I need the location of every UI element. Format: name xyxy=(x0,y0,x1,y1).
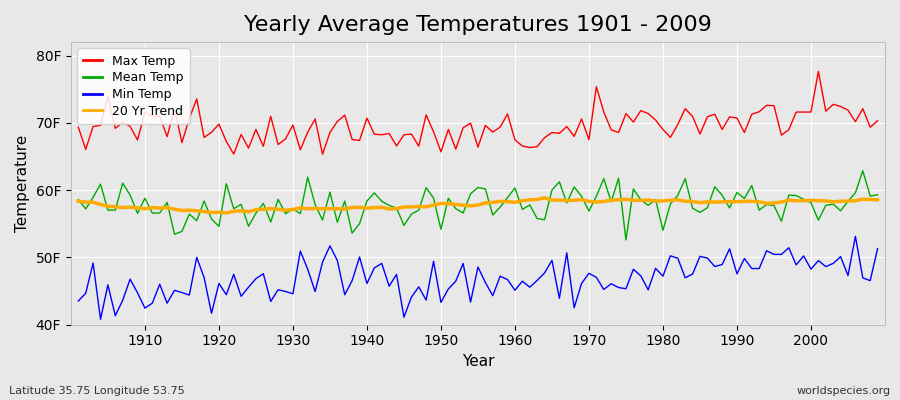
Text: Latitude 35.75 Longitude 53.75: Latitude 35.75 Longitude 53.75 xyxy=(9,386,184,396)
Legend: Max Temp, Mean Temp, Min Temp, 20 Yr Trend: Max Temp, Mean Temp, Min Temp, 20 Yr Tre… xyxy=(77,48,190,124)
Title: Yearly Average Temperatures 1901 - 2009: Yearly Average Temperatures 1901 - 2009 xyxy=(244,15,712,35)
Text: worldspecies.org: worldspecies.org xyxy=(796,386,891,396)
X-axis label: Year: Year xyxy=(462,354,494,369)
Y-axis label: Temperature: Temperature xyxy=(15,135,30,232)
